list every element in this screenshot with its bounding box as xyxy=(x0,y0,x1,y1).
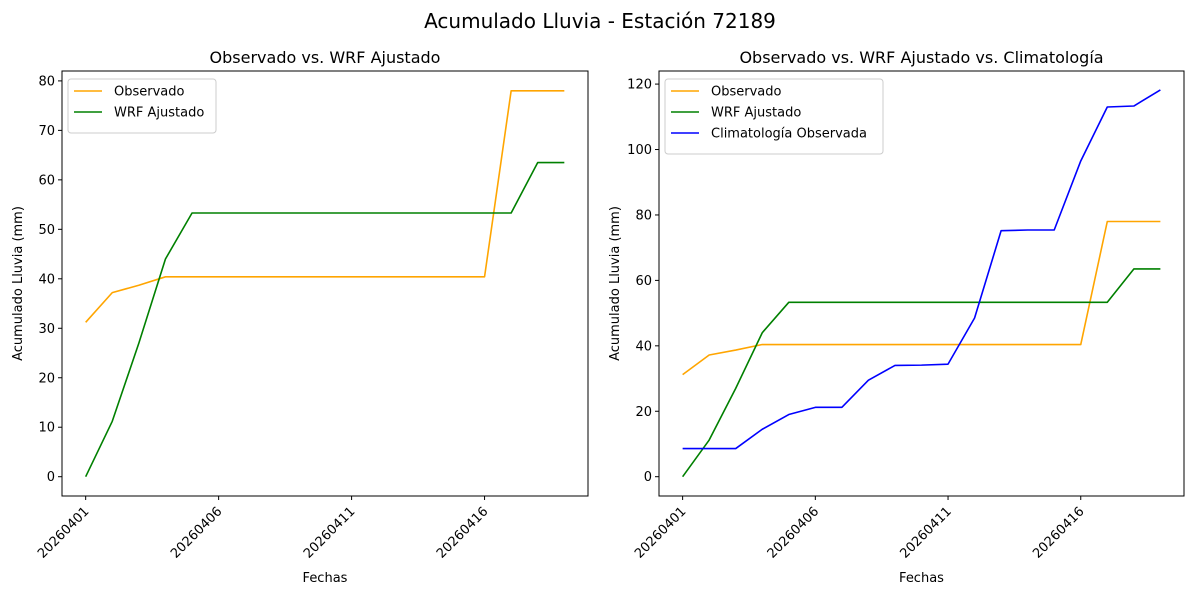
chart0-title: Observado vs. WRF Ajustado xyxy=(210,48,441,67)
chart1-title: Observado vs. WRF Ajustado vs. Climatolo… xyxy=(739,48,1103,67)
chart1-y-tick-label-1: 20 xyxy=(635,405,652,420)
chart1-legend-box xyxy=(664,78,884,155)
chart1-legend-label-2: Climatología Observada xyxy=(711,127,867,142)
chart0-y-tick-label-6: 60 xyxy=(38,173,55,188)
chart1-axes-frame xyxy=(658,70,1185,497)
chart0-series-line-0 xyxy=(85,89,565,323)
chart1-y-tick-label-0: 0 xyxy=(644,470,652,485)
chart0-legend-label-1: WRF Ajustado xyxy=(114,106,204,121)
chart1-y-tick-label-2: 40 xyxy=(635,339,652,354)
chart1-legend-label-1: WRF Ajustado xyxy=(711,106,801,121)
figure-suptitle: Acumulado Lluvia - Estación 72189 xyxy=(424,9,776,33)
chart1-y-axis-label: Acumulado Lluvia (mm) xyxy=(608,206,623,361)
chart1-y-tick-label-4: 80 xyxy=(635,208,652,223)
chart0-y-tick-label-5: 50 xyxy=(38,223,55,238)
chart0-y-tick-label-8: 80 xyxy=(38,74,55,89)
chart0-x-axis-label: Fechas xyxy=(303,571,348,586)
chart1-y-tick-label-5: 100 xyxy=(627,143,652,158)
chart0-legend-label-0: Observado xyxy=(114,85,185,100)
chart0-y-tick-label-3: 30 xyxy=(38,322,55,337)
chart1-series-line-1 xyxy=(681,268,1161,478)
chart1-y-tick-label-6: 120 xyxy=(627,78,652,93)
chart1-legend-label-0: Observado xyxy=(711,85,782,100)
chart0-y-tick-label-0: 0 xyxy=(47,470,55,485)
chart0-y-axis-label: Acumulado Lluvia (mm) xyxy=(11,206,26,361)
chart1-series-line-2 xyxy=(682,89,1161,450)
chart0-axes-frame xyxy=(61,70,589,497)
chart0-legend-box xyxy=(67,78,217,134)
chart0-series-line-1 xyxy=(84,161,565,478)
chart0-y-tick-label-7: 70 xyxy=(38,124,55,139)
chart1-y-tick-label-3: 60 xyxy=(635,274,652,289)
chart0-y-tick-label-2: 20 xyxy=(38,371,55,386)
chart1-series-line-0 xyxy=(682,220,1161,376)
chart0-y-tick-label-1: 10 xyxy=(38,421,55,436)
chart0-y-tick-label-4: 40 xyxy=(38,272,55,287)
chart1-x-axis-label: Fechas xyxy=(899,571,944,586)
